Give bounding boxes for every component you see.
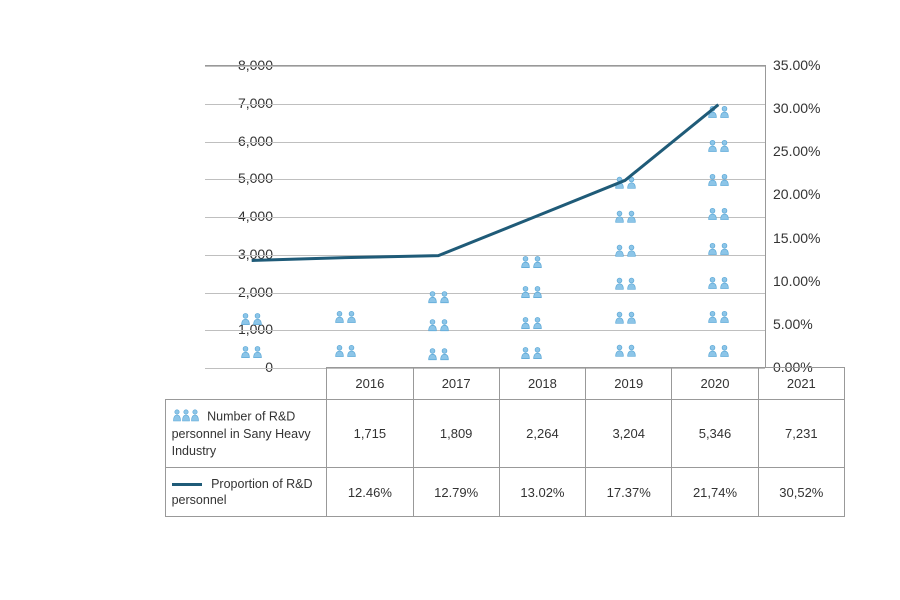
series2-name: Proportion of R&D personnel xyxy=(172,477,313,507)
legend-personnel: Number of R&D personnel in Sany Heavy In… xyxy=(165,400,327,468)
legend-proportion: Proportion of R&D personnel xyxy=(165,467,327,517)
proportion-val: 30,52% xyxy=(758,467,844,517)
year-cell: 2020 xyxy=(672,368,758,400)
line-icon xyxy=(172,483,202,486)
table-row-proportion: Proportion of R&D personnel 12.46% 12.79… xyxy=(75,467,845,517)
proportion-val: 12.46% xyxy=(327,467,413,517)
proportion-val: 21,74% xyxy=(672,467,758,517)
table-row-years: 2016 2017 2018 2019 2020 2021 xyxy=(75,368,845,400)
plot-area xyxy=(205,65,766,368)
y-right-tick: 5.00% xyxy=(773,316,843,332)
personnel-val: 1,809 xyxy=(413,400,499,468)
year-cell: 2016 xyxy=(327,368,413,400)
pictogram-column xyxy=(705,95,731,368)
y-right-tick: 25.00% xyxy=(773,143,843,159)
y-right-tick: 20.00% xyxy=(773,186,843,202)
year-cell: 2018 xyxy=(499,368,585,400)
chart-container: 01,0002,0003,0004,0005,0006,0007,0008,00… xyxy=(75,55,845,500)
year-cell: 2021 xyxy=(758,368,844,400)
pictogram-column xyxy=(332,300,358,368)
personnel-val: 3,204 xyxy=(586,400,672,468)
y-right-tick: 15.00% xyxy=(773,230,843,246)
pictogram-column xyxy=(612,166,638,368)
y-right-tick: 35.00% xyxy=(773,57,843,73)
pictogram-column xyxy=(425,283,451,368)
y-right-tick: 10.00% xyxy=(773,273,843,289)
personnel-val: 2,264 xyxy=(499,400,585,468)
table-row-personnel: Number of R&D personnel in Sany Heavy In… xyxy=(75,400,845,468)
pictogram-column xyxy=(239,303,265,368)
personnel-val: 5,346 xyxy=(672,400,758,468)
data-table: 2016 2017 2018 2019 2020 2021 Number of … xyxy=(75,367,845,517)
proportion-val: 17.37% xyxy=(586,467,672,517)
personnel-val: 1,715 xyxy=(327,400,413,468)
year-cell: 2019 xyxy=(586,368,672,400)
proportion-val: 13.02% xyxy=(499,467,585,517)
people-icon xyxy=(172,408,200,426)
y-right-tick: 30.00% xyxy=(773,100,843,116)
year-cell: 2017 xyxy=(413,368,499,400)
personnel-val: 7,231 xyxy=(758,400,844,468)
pictogram-column xyxy=(519,247,545,368)
proportion-val: 12.79% xyxy=(413,467,499,517)
